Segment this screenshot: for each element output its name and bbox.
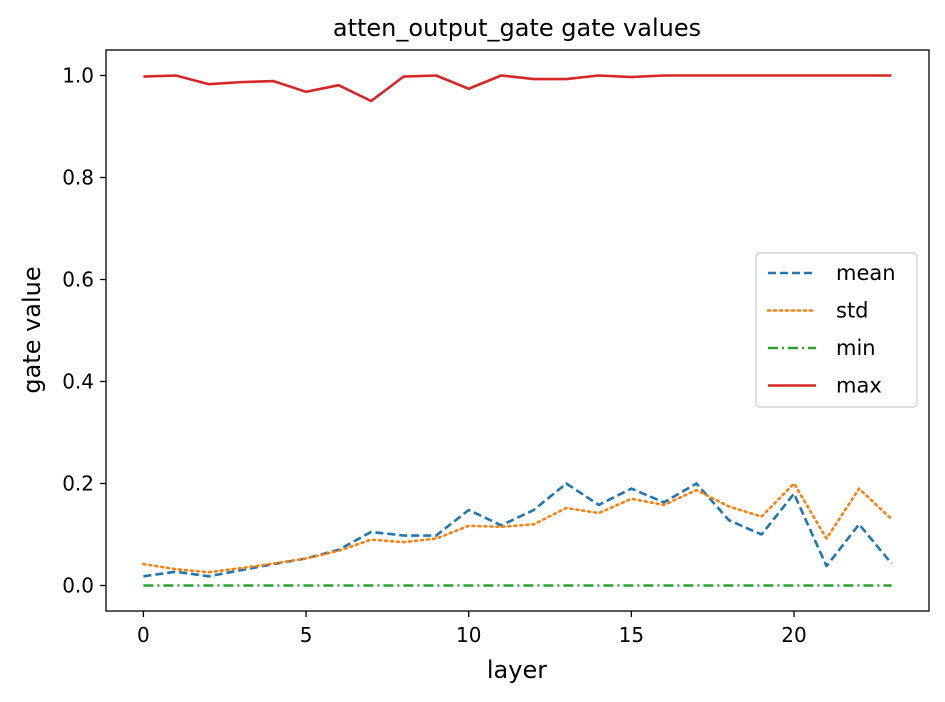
series-line-std	[142, 482, 893, 574]
plot-frame	[105, 49, 930, 612]
x-tick-label: 10	[456, 623, 481, 647]
legend: mean std min max	[755, 252, 918, 408]
x-tick-label: 20	[781, 623, 806, 647]
y-tick-label: 0.4	[62, 370, 94, 394]
series-line-max	[143, 74, 892, 103]
series-layer	[142, 74, 893, 587]
legend-label-std: std	[836, 299, 869, 323]
chart-title: atten_output_gate gate values	[333, 14, 701, 42]
y-tick-label: 1.0	[62, 64, 94, 88]
y-axis-title: gate value	[18, 266, 46, 393]
legend-label-min: min	[836, 336, 876, 360]
x-tick-label: 5	[300, 623, 313, 647]
x-tick-label: 15	[619, 623, 644, 647]
x-tick-label: 0	[137, 623, 150, 647]
y-tick-label: 0.2	[62, 472, 94, 496]
axes-layer: 0 5 10 15 20 0.0 0.2 0.4 0.6 0.8 1.0	[62, 49, 930, 647]
legend-label-mean: mean	[836, 261, 896, 285]
y-tick-label: 0.8	[62, 166, 94, 190]
y-tick-label: 0.6	[62, 268, 94, 292]
y-tick-label: 0.0	[62, 574, 94, 598]
legend-label-max: max	[836, 374, 882, 398]
legend-box	[755, 252, 918, 408]
x-axis-title: layer	[487, 656, 547, 684]
